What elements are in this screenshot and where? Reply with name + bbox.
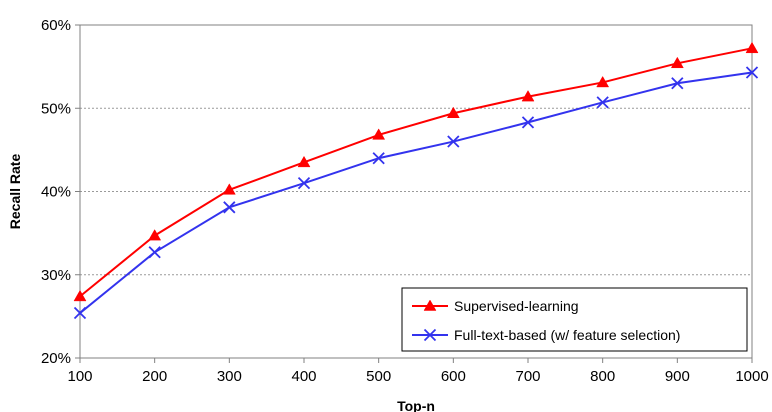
y-axis-title: Recall Rate xyxy=(7,154,23,230)
gridlines xyxy=(80,107,752,276)
x-axis-ticks: 100 200 300 400 500 600 700 800 900 1000 xyxy=(67,358,769,385)
x-tick-label: 1000 xyxy=(735,368,768,385)
data-point-full-text-based-stroke-b xyxy=(297,177,311,190)
data-point-full-text-based-stroke-b xyxy=(671,77,684,90)
x-tick-label: 600 xyxy=(441,368,466,385)
data-point-supervised-learning xyxy=(73,289,87,302)
data-point-supervised-learning xyxy=(222,183,236,195)
x-tick-label: 400 xyxy=(291,368,316,385)
y-axis-ticks: 20% 30% 40% 50% 60% xyxy=(41,17,80,367)
x-axis-title: Top-n xyxy=(397,398,435,412)
data-point-full-text-based-stroke-b xyxy=(372,152,385,165)
data-point-full-text-based xyxy=(148,246,161,259)
data-point-supervised-learning xyxy=(297,155,311,168)
y-tick-label: 50% xyxy=(41,100,71,117)
data-point-full-text-based-stroke-b xyxy=(223,201,236,214)
x-tick-label: 200 xyxy=(142,368,167,385)
data-point-full-text-based xyxy=(521,116,535,129)
data-point-supervised-learning xyxy=(745,41,759,54)
data-point-supervised-learning xyxy=(521,90,535,102)
data-point-full-text-based xyxy=(297,177,311,190)
data-point-full-text-based xyxy=(671,77,684,90)
data-point-full-text-based-stroke-b xyxy=(148,246,161,259)
data-point-full-text-based-stroke-b xyxy=(596,96,609,109)
series-line-full-text-based xyxy=(79,71,753,314)
x-tick-label: 800 xyxy=(590,368,615,385)
data-point-full-text-based xyxy=(73,306,87,320)
legend-marker-full-text-based xyxy=(423,328,437,342)
legend-marker-shape xyxy=(423,299,437,311)
data-point-supervised-learning xyxy=(670,56,684,69)
y-tick-label: 60% xyxy=(41,17,71,34)
series-full-text-based xyxy=(73,66,759,320)
x-tick-label: 100 xyxy=(67,368,92,385)
data-point-supervised-learning xyxy=(148,229,162,241)
series-layer xyxy=(73,41,759,320)
legend-label-supervised-learning: Supervised-learning xyxy=(454,298,579,314)
y-tick-label: 40% xyxy=(41,184,71,201)
data-point-full-text-based-stroke-b xyxy=(521,116,535,129)
legend-box xyxy=(401,287,748,352)
data-point-supervised-learning xyxy=(446,106,460,118)
y-tick-label: 30% xyxy=(41,267,71,284)
series-supervised-learning xyxy=(73,41,759,302)
series-line-supervised-learning xyxy=(79,47,753,298)
x-tick-label: 900 xyxy=(665,368,690,385)
legend: Supervised-learning Full-text-based (w/ … xyxy=(401,287,748,352)
data-point-full-text-based xyxy=(372,152,385,165)
data-point-supervised-learning xyxy=(372,128,386,140)
x-tick-label: 500 xyxy=(366,368,391,385)
legend-entry-full-text-based: Full-text-based (w/ feature selection) xyxy=(412,327,680,343)
data-point-supervised-learning xyxy=(596,75,610,88)
data-point-full-text-based xyxy=(596,96,609,109)
x-tick-label: 700 xyxy=(515,368,540,385)
legend-marker-shape xyxy=(423,328,437,342)
legend-marker-supervised-learning xyxy=(423,299,437,311)
data-point-full-text-based xyxy=(223,201,236,214)
y-tick-label: 20% xyxy=(41,350,71,367)
data-point-full-text-based-stroke-b xyxy=(447,135,460,148)
legend-marker-shape-stroke-b xyxy=(423,328,437,342)
legend-entry-supervised-learning: Supervised-learning xyxy=(412,298,579,314)
data-point-full-text-based-stroke-b xyxy=(73,306,87,320)
legend-label-full-text-based: Full-text-based (w/ feature selection) xyxy=(454,327,680,343)
x-tick-label: 300 xyxy=(217,368,242,385)
data-point-full-text-based xyxy=(745,66,759,79)
data-point-full-text-based-stroke-b xyxy=(745,66,759,79)
data-point-full-text-based xyxy=(447,135,460,148)
